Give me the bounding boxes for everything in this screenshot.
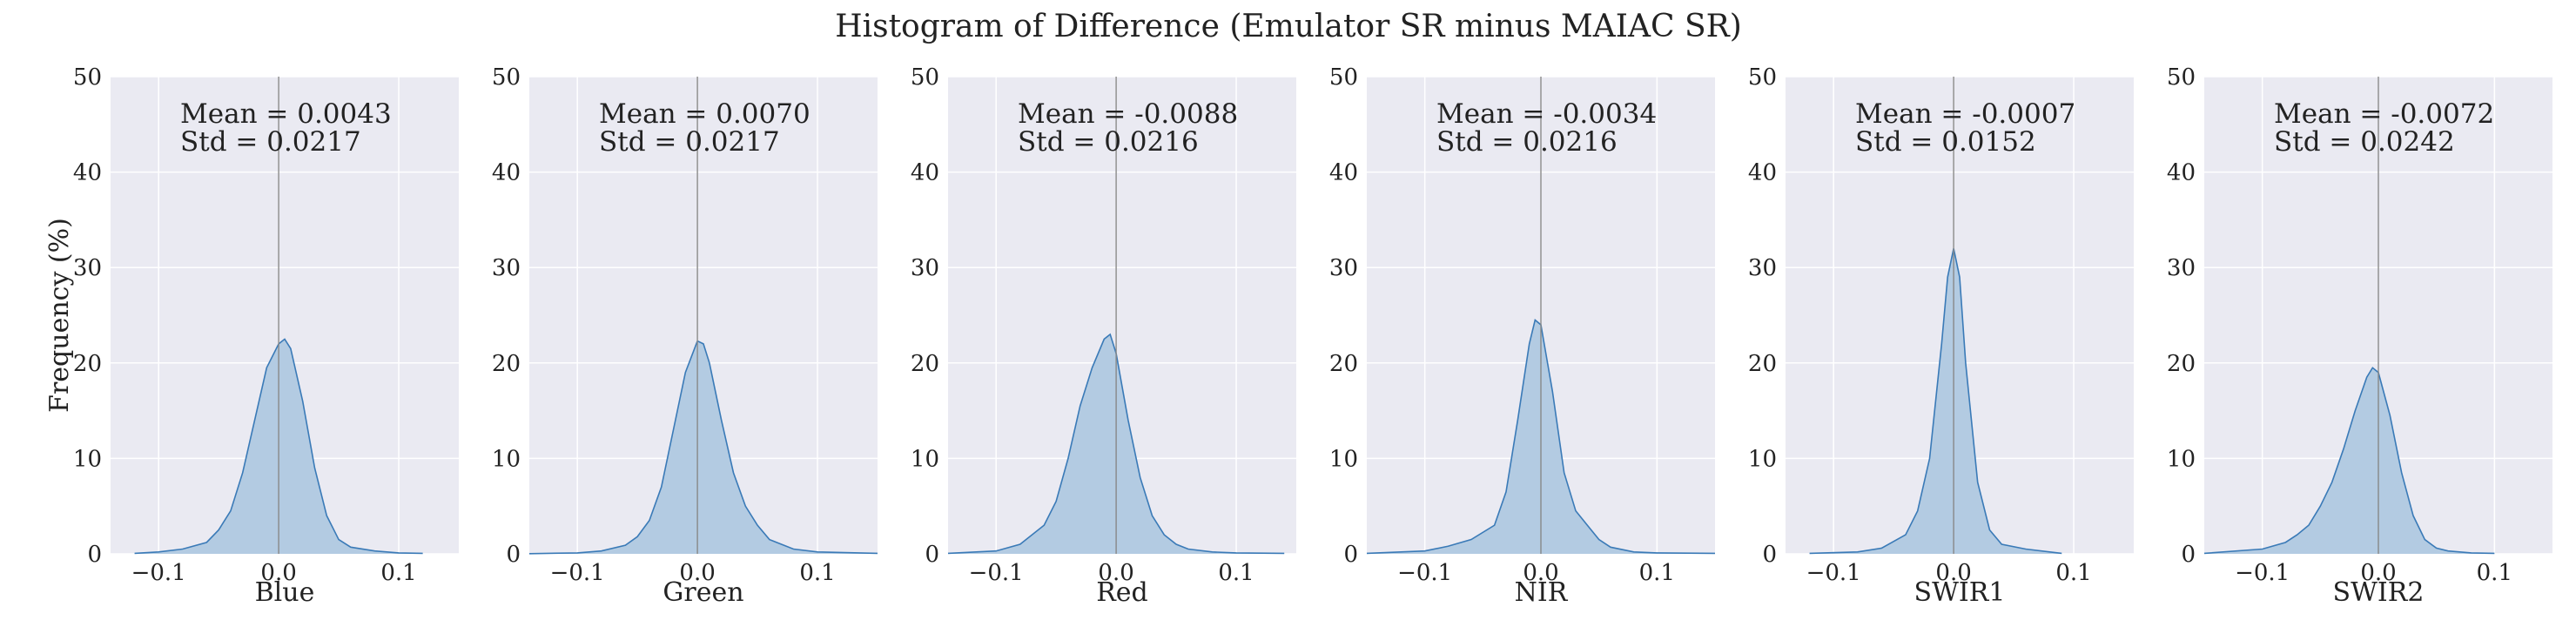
mean-annotation: Mean = 0.0043 [180, 98, 392, 130]
y-tick-label: 20 [73, 351, 102, 377]
std-annotation: Std = 0.0242 [2274, 126, 2455, 158]
x-tick-label: 0.1 [799, 560, 835, 586]
mean-annotation: Mean = -0.0088 [1018, 98, 1238, 130]
x-axis-label: NIR [1515, 577, 1569, 608]
x-tick-label: 0.1 [2055, 560, 2091, 586]
x-tick-label: −0.1 [1806, 560, 1861, 586]
panel-blue: 0 10 20 30 40 50 −0.1 0.0 0.1 Blue Mean = 0.0043St… [73, 64, 459, 608]
x-tick-label: 0.1 [1639, 560, 1675, 586]
y-tick-label: 20 [1748, 351, 1777, 377]
x-tick-label: 0.1 [1218, 560, 1254, 586]
y-tick-label: 50 [911, 64, 939, 91]
y-tick-label: 20 [2167, 351, 2196, 377]
std-annotation: Std = 0.0216 [1436, 126, 1618, 158]
x-axis-label: Red [1096, 577, 1148, 608]
panel-swir2: 0 10 20 30 40 50 −0.1 0.0 0.1 SWIR2 Mean = -0.0072… [2167, 64, 2552, 608]
y-tick-label: 10 [492, 446, 521, 472]
y-tick-label: 0 [925, 542, 939, 568]
y-tick-label: 40 [2167, 160, 2196, 186]
mean-annotation: Mean = -0.0007 [1855, 98, 2075, 130]
density-area [2204, 367, 2495, 554]
std-annotation: Std = 0.0152 [1855, 126, 2036, 158]
std-annotation: Std = 0.0216 [1018, 126, 1199, 158]
x-tick-label: 0.0 [260, 560, 296, 586]
y-tick-label: 0 [2181, 542, 2196, 568]
x-tick-label: −0.1 [1397, 560, 1452, 586]
x-axis-label: Blue [255, 577, 315, 608]
y-tick-label: 30 [911, 255, 939, 281]
y-tick-label: 30 [2167, 255, 2196, 281]
panel-swir1: 0 10 20 30 40 50 −0.1 0.0 0.1 SWIR1 Mean = -0.0007… [1748, 64, 2134, 608]
density-line [947, 333, 1285, 555]
density-line [134, 338, 423, 555]
y-tick-label: 0 [1343, 542, 1358, 568]
y-tick-label: 10 [911, 446, 939, 472]
mean-annotation: Mean = -0.0072 [2274, 98, 2494, 130]
y-tick-label: 30 [1329, 255, 1358, 281]
y-tick-label: 30 [73, 255, 102, 281]
panel-nir: 0 10 20 30 40 50 −0.1 0.0 0.1 NIR Mean = -0.0034St… [1329, 64, 1716, 608]
y-tick-label: 10 [1748, 446, 1777, 472]
panel-green: 0 10 20 30 40 50 −0.1 0.0 0.1 Green Mean = 0.0070S… [492, 64, 878, 608]
density-line [2203, 367, 2495, 555]
x-tick-label: −0.1 [550, 560, 605, 586]
y-tick-label: 50 [73, 64, 102, 91]
y-tick-label: 30 [492, 255, 521, 281]
y-tick-label: 50 [492, 64, 521, 91]
x-tick-label: −0.1 [2235, 560, 2290, 586]
x-tick-label: 0.0 [1935, 560, 1971, 586]
density-line [528, 340, 878, 555]
y-tick-label: 50 [1329, 64, 1358, 91]
y-tick-label: 40 [492, 160, 521, 186]
figure-title: Histogram of Difference (Emulator SR min… [835, 9, 1742, 44]
x-tick-label: 0.0 [2360, 560, 2396, 586]
x-axis-label: SWIR1 [1914, 577, 2006, 608]
std-annotation: Std = 0.0217 [180, 126, 361, 158]
y-tick-label: 40 [911, 160, 939, 186]
x-axis-label: SWIR2 [2333, 577, 2425, 608]
x-tick-label: 0.0 [1523, 560, 1558, 586]
panel-red: 0 10 20 30 40 50 −0.1 0.0 0.1 Red Mean = -0.0088St… [911, 64, 1296, 608]
y-tick-label: 20 [911, 351, 939, 377]
y-tick-label: 30 [1748, 255, 1777, 281]
y-tick-label: 0 [1762, 542, 1777, 568]
y-tick-label: 50 [2167, 64, 2196, 91]
y-tick-label: 10 [2167, 446, 2196, 472]
y-axis-label: Frequency (%) [44, 218, 75, 413]
y-tick-label: 50 [1748, 64, 1777, 91]
y-tick-label: 20 [1329, 351, 1358, 377]
x-tick-label: −0.1 [969, 560, 1024, 586]
y-tick-label: 0 [506, 542, 521, 568]
std-annotation: Std = 0.0217 [599, 126, 780, 158]
x-tick-label: 0.0 [679, 560, 715, 586]
x-tick-label: 0.1 [380, 560, 416, 586]
y-tick-label: 0 [87, 542, 102, 568]
y-tick-label: 40 [73, 160, 102, 186]
mean-annotation: Mean = -0.0034 [1436, 98, 1657, 130]
x-axis-label: Green [662, 577, 743, 608]
y-tick-label: 20 [492, 351, 521, 377]
x-tick-label: 0.1 [2477, 560, 2512, 586]
density-area [529, 340, 878, 554]
density-area [1809, 248, 2062, 554]
y-tick-label: 10 [1329, 446, 1358, 472]
x-tick-label: −0.1 [131, 560, 186, 586]
y-tick-label: 40 [1748, 160, 1777, 186]
y-tick-label: 10 [73, 446, 102, 472]
mean-annotation: Mean = 0.0070 [599, 98, 810, 130]
y-tick-label: 40 [1329, 160, 1358, 186]
x-tick-label: 0.0 [1098, 560, 1133, 586]
